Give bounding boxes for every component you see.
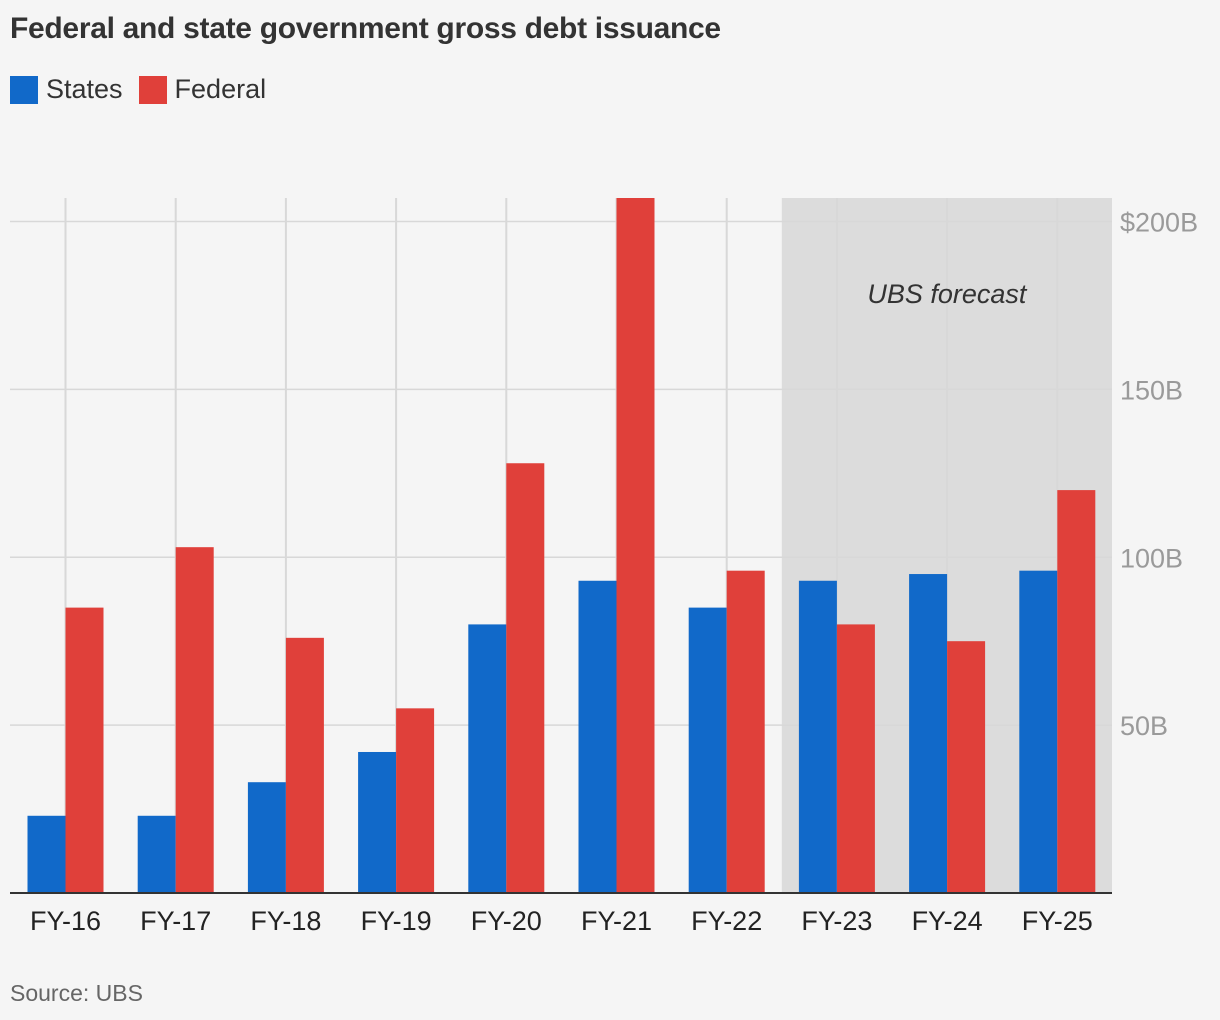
y-tick-label: 100B xyxy=(1120,543,1183,573)
x-tick-label: FY-16 xyxy=(30,906,101,936)
bar-federal-fy-17 xyxy=(175,547,214,893)
bar-states-fy-22 xyxy=(688,607,727,893)
y-tick-label: 50B xyxy=(1120,711,1168,741)
bar-states-fy-17 xyxy=(137,815,176,893)
bar-federal-fy-18 xyxy=(285,637,324,893)
chart-title: Federal and state government gross debt … xyxy=(10,12,721,45)
bar-states-fy-18 xyxy=(247,782,286,893)
x-tick-label: FY-25 xyxy=(1022,906,1093,936)
x-tick-label: FY-17 xyxy=(140,906,211,936)
bar-federal-fy-22 xyxy=(726,570,765,893)
x-tick-label: FY-22 xyxy=(691,906,762,936)
y-tick-label: 150B xyxy=(1120,375,1183,405)
legend-label-federal: Federal xyxy=(174,74,267,104)
legend-swatch-federal xyxy=(138,75,167,104)
bar-federal-fy-21 xyxy=(616,198,655,893)
legend-item-states: States xyxy=(10,74,123,105)
legend-label-states: States xyxy=(46,74,123,104)
x-tick-label: FY-24 xyxy=(912,906,983,936)
bar-states-fy-23 xyxy=(798,580,837,893)
bar-states-fy-19 xyxy=(358,751,397,893)
legend-swatch-states xyxy=(10,75,38,104)
y-tick-label: $200B xyxy=(1120,208,1198,238)
bar-states-fy-24 xyxy=(909,574,948,893)
x-tick-label: FY-23 xyxy=(801,906,872,936)
bar-federal-fy-25 xyxy=(1057,490,1096,893)
bar-federal-fy-16 xyxy=(65,607,104,893)
x-tick-label: FY-21 xyxy=(581,906,652,936)
x-tick-label: FY-18 xyxy=(250,906,321,936)
legend: States Federal xyxy=(10,74,282,105)
bar-federal-fy-23 xyxy=(836,624,875,893)
bar-states-fy-21 xyxy=(578,580,617,893)
legend-item-federal: Federal xyxy=(138,74,267,105)
bar-chart: UBS forecast FY-16 FY-17 FY-18 FY-19 FY-20 FY-… xyxy=(10,198,1198,936)
bar-federal-fy-24 xyxy=(947,641,986,893)
x-tick-label: FY-20 xyxy=(471,906,542,936)
bar-federal-fy-19 xyxy=(396,708,435,893)
source-note: Source: UBS xyxy=(10,980,143,1006)
bar-states-fy-20 xyxy=(468,624,507,893)
bar-states-fy-25 xyxy=(1019,570,1058,893)
x-tick-label: FY-19 xyxy=(361,906,432,936)
bar-states-fy-16 xyxy=(27,815,66,893)
bar-federal-fy-20 xyxy=(506,463,545,893)
forecast-annotation: UBS forecast xyxy=(867,279,1028,309)
